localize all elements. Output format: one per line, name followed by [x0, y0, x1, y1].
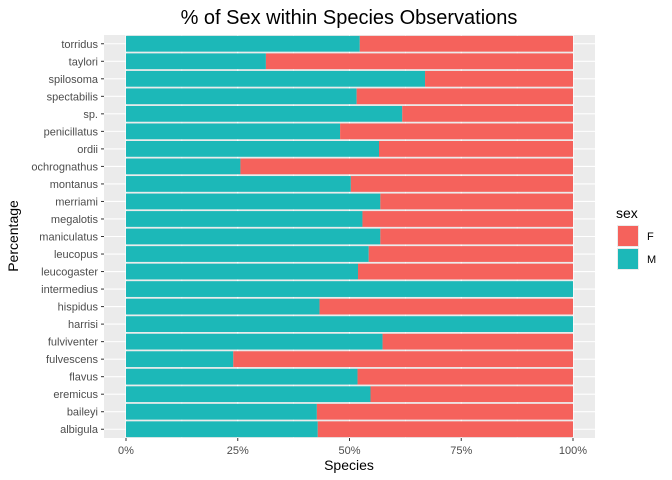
bar-m-leucogaster — [126, 263, 358, 280]
bar-f-fulvescens — [233, 351, 573, 368]
y-tick-label: maniculatus — [39, 232, 98, 244]
legend: sex FM — [616, 205, 656, 270]
bar-f-penicillatus — [340, 123, 573, 140]
bar-m-merriami — [126, 193, 381, 210]
bar-f-leucogaster — [357, 263, 573, 280]
bars — [126, 35, 573, 438]
bar-f-torridus — [359, 35, 573, 52]
bar-m-taylori — [126, 53, 266, 70]
y-tick-label: taylori — [69, 56, 98, 68]
bar-m-albigula — [126, 421, 318, 438]
bar-f-ordii — [379, 141, 573, 157]
bar-f-flavus — [357, 368, 573, 385]
x-axis: 0% 25% 50% 75% 100% — [118, 438, 587, 457]
bar-f-hispidus — [319, 298, 573, 315]
y-tick-label: eremicus — [53, 389, 98, 401]
bar-f-eremicus — [370, 386, 573, 403]
x-tick-label: 100% — [559, 445, 587, 457]
bar-f-spilosoma — [425, 70, 573, 87]
bar-m-ochrognathus — [126, 158, 241, 175]
y-tick-label: albigula — [60, 424, 99, 436]
bar-f-albigula — [317, 421, 573, 438]
bar-f-baileyi — [316, 403, 573, 420]
bar-m-eremicus — [126, 386, 371, 403]
bar-m-intermedius — [126, 281, 573, 297]
y-tick-label: flavus — [69, 372, 98, 384]
bar-f-ochrognathus — [240, 158, 573, 175]
y-tick-label: spilosoma — [48, 74, 98, 86]
bar-f-leucopus — [368, 246, 573, 262]
x-tick-label: 0% — [118, 445, 134, 457]
bar-m-ordii — [126, 141, 380, 157]
x-tick-label: 75% — [450, 445, 472, 457]
y-tick-label: penicillatus — [44, 126, 99, 138]
y-tick-label: montanus — [50, 179, 99, 191]
bar-m-maniculatus — [126, 228, 381, 245]
y-tick-label: baileyi — [67, 407, 98, 419]
bar-m-spectabilis — [126, 88, 357, 105]
y-tick-label: spectabilis — [47, 91, 99, 103]
x-tick-label: 25% — [227, 445, 249, 457]
y-tick-label: harrisi — [68, 319, 98, 331]
chart-title: % of Sex within Species Observations — [181, 7, 518, 29]
y-tick-label: sp. — [83, 109, 98, 121]
bar-f-megalotis — [362, 211, 573, 227]
bar-m-montanus — [126, 176, 351, 192]
bar-f-fulviventer — [382, 333, 573, 350]
bar-m-hispidus — [126, 298, 320, 315]
x-axis-title: Species — [324, 457, 374, 473]
bar-m-fulviventer — [126, 333, 383, 350]
y-tick-label: ordii — [77, 144, 98, 156]
y-tick-label: megalotis — [51, 214, 99, 226]
y-axis-title: Percentage — [5, 200, 21, 272]
y-tick-label: ochrognathus — [31, 161, 98, 173]
bar-m-sp. — [126, 105, 403, 122]
bar-m-penicillatus — [126, 123, 341, 140]
bar-m-spilosoma — [126, 70, 426, 87]
legend-title: sex — [616, 205, 638, 221]
bar-f-merriami — [380, 193, 573, 210]
x-tick-label: 50% — [338, 445, 360, 457]
y-tick-label: fulviventer — [48, 337, 98, 349]
bar-m-torridus — [126, 35, 360, 52]
y-axis: torridus taylori spilosoma spectabilis sp. pe… — [31, 39, 104, 436]
bar-f-sp. — [402, 105, 573, 122]
bar-m-megalotis — [126, 211, 363, 227]
bar-m-harrisi — [126, 316, 573, 332]
legend-label-M: M — [647, 254, 656, 266]
y-tick-label: fulvescens — [46, 354, 98, 366]
bar-f-montanus — [350, 176, 573, 192]
legend-swatch-M — [618, 249, 638, 269]
bar-m-leucopus — [126, 246, 369, 262]
y-tick-label: hispidus — [58, 302, 99, 314]
bar-f-spectabilis — [356, 88, 573, 105]
y-tick-label: leucopus — [54, 249, 99, 261]
y-tick-label: torridus — [61, 39, 98, 51]
y-tick-label: leucogaster — [41, 267, 98, 279]
bar-f-maniculatus — [380, 228, 573, 245]
y-tick-label: intermedius — [41, 284, 98, 296]
bar-m-fulvescens — [126, 351, 234, 368]
legend-swatch-F — [618, 226, 638, 246]
legend-label-F: F — [647, 231, 654, 243]
bar-f-taylori — [265, 53, 573, 70]
y-tick-label: merriami — [55, 196, 98, 208]
bar-m-flavus — [126, 368, 358, 385]
bar-m-baileyi — [126, 403, 317, 420]
